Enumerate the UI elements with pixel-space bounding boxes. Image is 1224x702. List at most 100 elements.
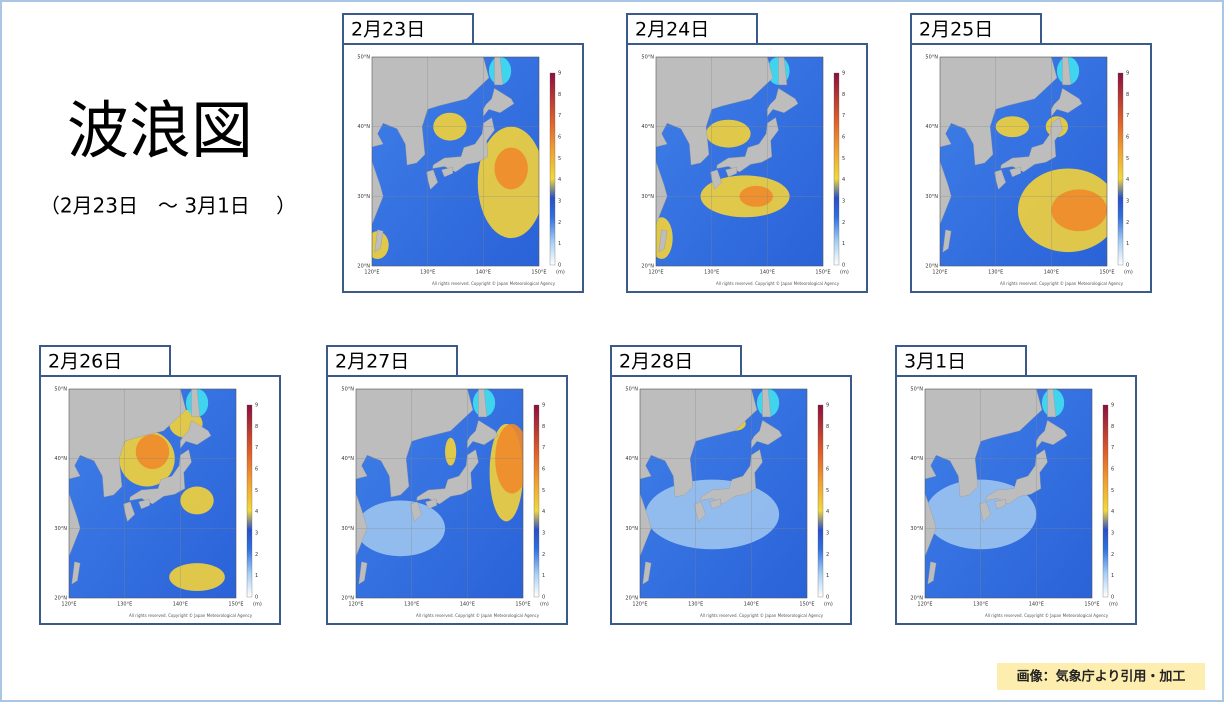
colorbar-tick: 7 [826, 445, 829, 451]
lon-label: 120°E [632, 602, 647, 608]
colorbar [533, 404, 540, 598]
colorbar-tick: 5 [542, 488, 545, 494]
colorbar-tick: 1 [542, 573, 545, 579]
colorbar-tick: 0 [842, 263, 845, 269]
copyright: All rights reserved. Copyright © Japan M… [416, 613, 540, 618]
colorbar-tick: 2 [558, 220, 561, 226]
wave-area [169, 563, 225, 592]
colorbar-tick: 8 [558, 92, 561, 98]
land [356, 389, 474, 557]
colorbar-tick: 2 [255, 552, 258, 558]
lat-label: 40°N [641, 124, 654, 130]
lon-label: 150°E [515, 602, 530, 608]
land [709, 498, 721, 510]
lon-label: 130°E [988, 270, 1003, 276]
colorbar-unit: (m) [1109, 602, 1118, 608]
colorbar-tick: 5 [558, 156, 561, 162]
land [425, 498, 437, 510]
colorbar-tick: 9 [1126, 71, 1129, 77]
land [494, 57, 504, 86]
colorbar-tick: 9 [826, 403, 829, 409]
map-area [940, 57, 1107, 266]
lon-label: 120°E [917, 602, 932, 608]
lon-label: 140°E [1029, 602, 1044, 608]
lat-label: 40°N [341, 456, 354, 462]
land [656, 57, 774, 225]
land [441, 166, 453, 178]
colorbar-tick: 4 [826, 509, 829, 515]
lon-label: 120°E [648, 270, 663, 276]
land [372, 57, 490, 225]
colorbar-tick: 6 [1126, 135, 1129, 141]
colorbar [549, 72, 556, 266]
colorbar-tick: 5 [1111, 488, 1114, 494]
credit-box [997, 663, 1205, 690]
lat-label: 30°N [357, 194, 370, 200]
colorbar-tick: 5 [255, 488, 258, 494]
copyright: All rights reserved. Copyright © Japan M… [700, 613, 824, 618]
plot-border [639, 388, 808, 599]
land [925, 389, 1043, 557]
colorbar [833, 72, 840, 266]
land [432, 117, 495, 173]
land [767, 88, 799, 117]
lat-label: 20°N [341, 596, 354, 602]
land [478, 389, 488, 418]
land [979, 501, 991, 522]
colorbar-unit: (m) [556, 270, 565, 276]
copyright: All rights reserved. Copyright © Japan M… [432, 281, 556, 286]
lat-label: 30°N [641, 194, 654, 200]
wave-area [1051, 189, 1107, 232]
plot-border [68, 388, 237, 599]
lat-label: 20°N [357, 264, 370, 270]
colorbar-unit: (m) [253, 602, 262, 608]
subtitle: （2月23日 ～ 3月1日 ） [40, 194, 296, 218]
land [71, 561, 81, 585]
colorbar-tick: 6 [826, 467, 829, 473]
lat-label: 20°N [54, 596, 67, 602]
lat-label: 30°N [625, 526, 638, 532]
colorbar-tick: 2 [1111, 552, 1114, 558]
land [642, 561, 652, 585]
lat-label: 50°N [341, 387, 354, 393]
copyright: All rights reserved. Copyright © Japan M… [716, 281, 840, 286]
lat-label: 40°N [625, 456, 638, 462]
map-area [925, 389, 1092, 598]
colorbar-tick: 6 [255, 467, 258, 473]
colorbar-tick: 1 [255, 573, 258, 579]
colorbar-tick: 9 [842, 71, 845, 77]
lat-label: 40°N [54, 456, 67, 462]
lon-label: 140°E [173, 602, 188, 608]
lat-label: 20°N [641, 264, 654, 270]
panel-label-box [326, 345, 458, 377]
lon-label: 130°E [704, 270, 719, 276]
lat-label: 30°N [54, 526, 67, 532]
credit: 画像：気象庁より引用・加工 [1017, 669, 1186, 685]
panel-label: 2月26日 [48, 351, 122, 373]
land [374, 229, 384, 253]
panel-label: 2月24日 [635, 19, 709, 41]
land [716, 117, 779, 173]
land [1000, 117, 1063, 173]
lat-label: 30°N [341, 526, 354, 532]
colorbar-tick: 3 [1111, 531, 1114, 537]
lat-label: 50°N [925, 55, 938, 61]
land [123, 501, 135, 522]
land [358, 561, 368, 585]
panel-label: 2月27日 [335, 351, 409, 373]
colorbar-tick: 7 [1111, 445, 1114, 451]
land [69, 389, 187, 557]
land [129, 449, 192, 505]
colorbar-tick: 8 [1111, 424, 1114, 430]
lat-label: 50°N [54, 387, 67, 393]
colorbar-tick: 5 [842, 156, 845, 162]
land [1062, 57, 1072, 86]
lat-label: 50°N [625, 387, 638, 393]
colorbar-tick: 0 [1111, 595, 1114, 601]
colorbar-tick: 4 [542, 509, 545, 515]
colorbar-tick: 4 [558, 177, 561, 183]
colorbar-tick: 5 [1126, 156, 1129, 162]
copyright: All rights reserved. Copyright © Japan M… [985, 613, 1109, 618]
lat-label: 20°N [625, 596, 638, 602]
